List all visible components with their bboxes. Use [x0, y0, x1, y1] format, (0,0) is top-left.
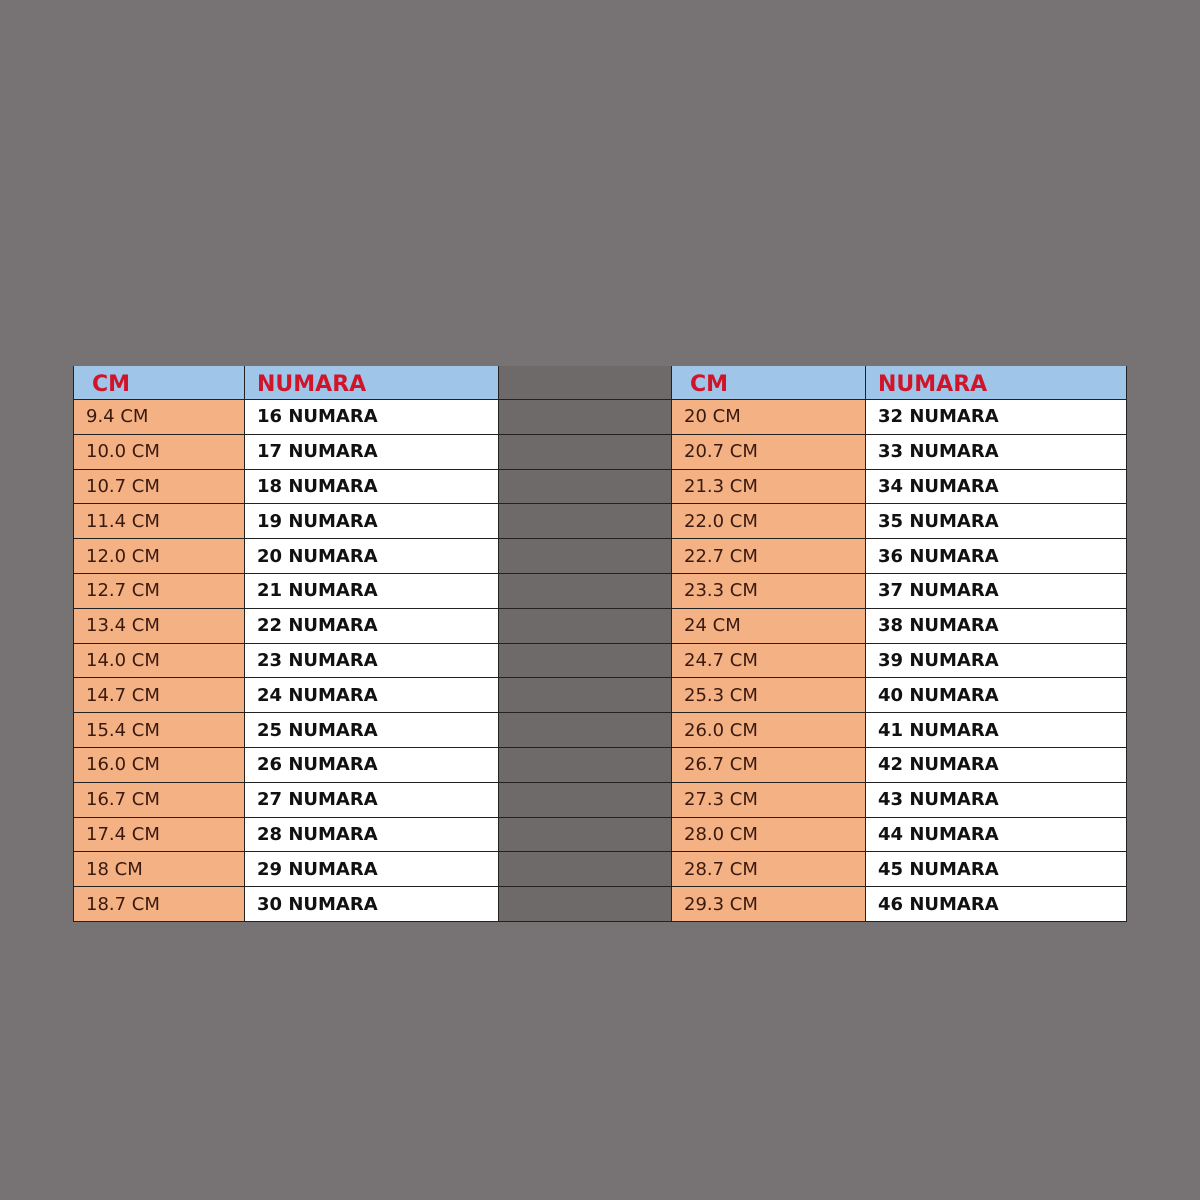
numara-cell: 25 NUMARA — [245, 713, 499, 748]
numara-cell: 26 NUMARA — [245, 747, 499, 783]
cm-cell: 22.0 CM — [672, 504, 866, 540]
cm-cell: 18 CM — [73, 852, 245, 888]
numara-cell: 22 NUMARA — [245, 608, 499, 644]
numara-cell: 33 NUMARA — [866, 434, 1127, 470]
numara-cell: 29 NUMARA — [245, 852, 499, 888]
cm-cell: 24 CM — [672, 608, 866, 644]
cm-cell: 24.7 CM — [672, 643, 866, 679]
numara-cell: 20 NUMARA — [245, 539, 499, 574]
spacer-cell — [499, 366, 672, 400]
numara-cell: 34 NUMARA — [866, 469, 1127, 505]
numara-cell: 35 NUMARA — [866, 504, 1127, 540]
numara-cell: 23 NUMARA — [245, 643, 499, 679]
cm-cell: 18.7 CM — [73, 887, 245, 922]
header-cm-left: CM — [73, 366, 245, 400]
spacer-cell — [499, 504, 672, 540]
cm-cell: 12.0 CM — [73, 539, 245, 574]
cm-cell: 25.3 CM — [672, 678, 866, 714]
cm-cell: 10.0 CM — [73, 434, 245, 470]
spacer-cell — [499, 713, 672, 748]
spacer-cell — [499, 678, 672, 714]
header-cm-right: CM — [672, 366, 866, 400]
cm-cell: 21.3 CM — [672, 469, 866, 505]
cm-cell: 15.4 CM — [73, 713, 245, 748]
numara-cell: 45 NUMARA — [866, 852, 1127, 888]
cm-cell: 23.3 CM — [672, 573, 866, 609]
cm-cell: 12.7 CM — [73, 573, 245, 609]
spacer-cell — [499, 852, 672, 888]
cm-cell: 9.4 CM — [73, 400, 245, 435]
numara-cell: 17 NUMARA — [245, 434, 499, 470]
numara-cell: 21 NUMARA — [245, 573, 499, 609]
spacer-cell — [499, 400, 672, 435]
cm-cell: 28.7 CM — [672, 852, 866, 888]
cm-cell: 14.0 CM — [73, 643, 245, 679]
numara-cell: 30 NUMARA — [245, 887, 499, 922]
header-numara-left: NUMARA — [245, 366, 499, 400]
numara-cell: 16 NUMARA — [245, 400, 499, 435]
cm-cell: 16.0 CM — [73, 747, 245, 783]
numara-cell: 18 NUMARA — [245, 469, 499, 505]
numara-cell: 38 NUMARA — [866, 608, 1127, 644]
cm-cell: 14.7 CM — [73, 678, 245, 714]
numara-cell: 39 NUMARA — [866, 643, 1127, 679]
numara-cell: 27 NUMARA — [245, 782, 499, 818]
cm-cell: 20.7 CM — [672, 434, 866, 470]
cm-cell: 10.7 CM — [73, 469, 245, 505]
spacer-cell — [499, 608, 672, 644]
spacer-cell — [499, 434, 672, 470]
cm-cell: 28.0 CM — [672, 817, 866, 853]
spacer-cell — [499, 817, 672, 853]
numara-cell: 41 NUMARA — [866, 713, 1127, 748]
numara-cell: 44 NUMARA — [866, 817, 1127, 853]
numara-cell: 37 NUMARA — [866, 573, 1127, 609]
cm-cell: 11.4 CM — [73, 504, 245, 540]
cm-cell: 17.4 CM — [73, 817, 245, 853]
cm-cell: 26.7 CM — [672, 747, 866, 783]
spacer-cell — [499, 887, 672, 922]
numara-cell: 19 NUMARA — [245, 504, 499, 540]
size-chart-table: CM NUMARA CM NUMARA 9.4 CM 16 NUMARA 20 CM 32 N… — [73, 366, 1127, 922]
header-numara-right: NUMARA — [866, 366, 1127, 400]
numara-cell: 36 NUMARA — [866, 539, 1127, 574]
cm-cell: 26.0 CM — [672, 713, 866, 748]
numara-cell: 24 NUMARA — [245, 678, 499, 714]
cm-cell: 13.4 CM — [73, 608, 245, 644]
numara-cell: 32 NUMARA — [866, 400, 1127, 435]
numara-cell: 42 NUMARA — [866, 747, 1127, 783]
numara-cell: 43 NUMARA — [866, 782, 1127, 818]
cm-cell: 20 CM — [672, 400, 866, 435]
spacer-cell — [499, 469, 672, 505]
cm-cell: 16.7 CM — [73, 782, 245, 818]
cm-cell: 22.7 CM — [672, 539, 866, 574]
spacer-cell — [499, 539, 672, 574]
cm-cell: 29.3 CM — [672, 887, 866, 922]
numara-cell: 46 NUMARA — [866, 887, 1127, 922]
spacer-cell — [499, 643, 672, 679]
numara-cell: 28 NUMARA — [245, 817, 499, 853]
numara-cell: 40 NUMARA — [866, 678, 1127, 714]
spacer-cell — [499, 782, 672, 818]
spacer-cell — [499, 573, 672, 609]
spacer-cell — [499, 747, 672, 783]
cm-cell: 27.3 CM — [672, 782, 866, 818]
